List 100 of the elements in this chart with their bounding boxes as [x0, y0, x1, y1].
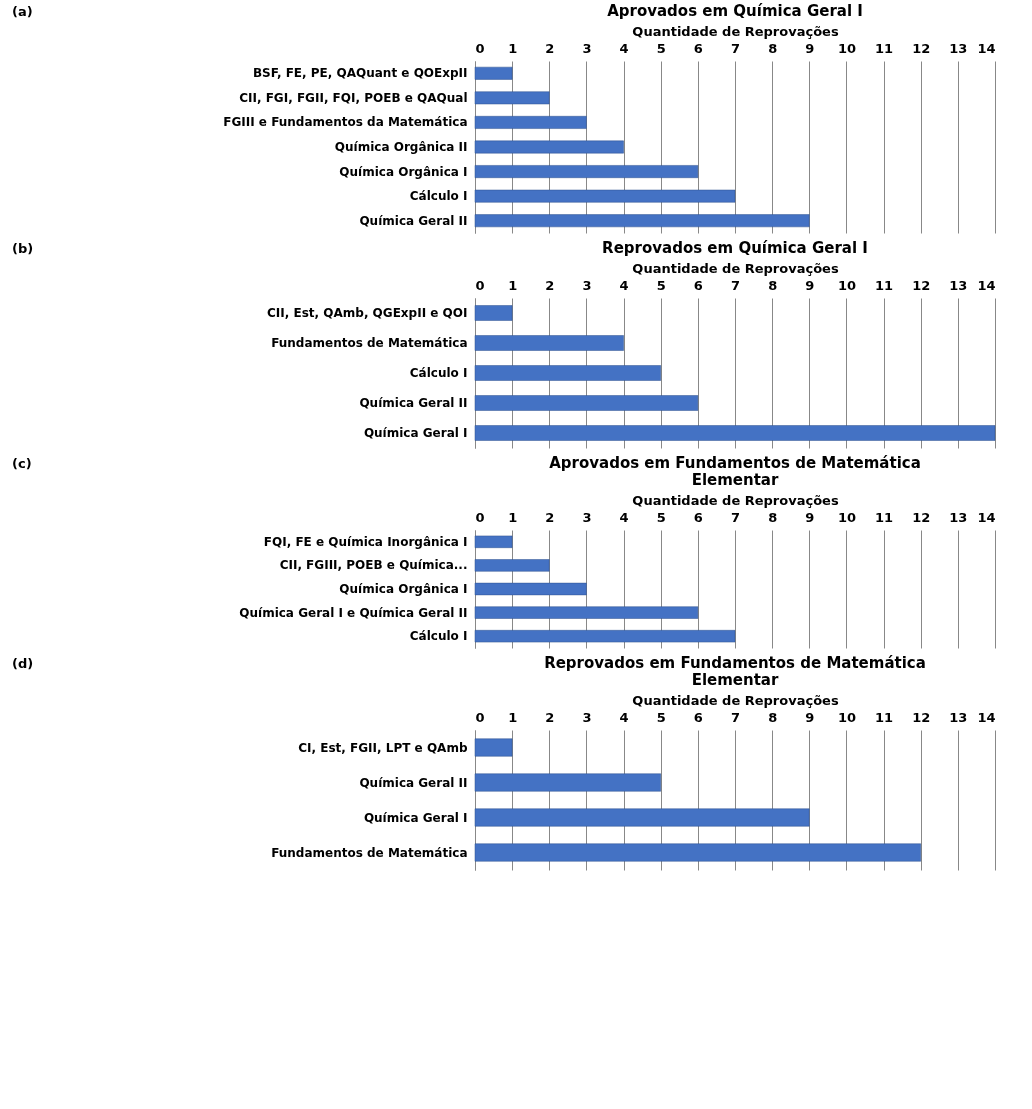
y-tick-label: Química Geral I: [363, 426, 468, 440]
y-tick-label: Cálculo I: [409, 366, 468, 380]
bar: [474, 606, 699, 619]
x-tick-label: 11: [875, 509, 894, 525]
x-tick-label: 5: [656, 40, 666, 56]
text: (d): [12, 656, 34, 671]
y-tick-label: Química Geral I: [363, 810, 468, 825]
x-tick-label: 8: [768, 509, 778, 525]
x-tick-label: 6: [693, 277, 703, 293]
bar: [474, 630, 736, 643]
x-tick-label: 12: [912, 277, 931, 293]
x-tick-label: 11: [875, 277, 894, 293]
x-tick-label: 13: [949, 40, 968, 56]
x-tick-label: 9: [805, 709, 815, 725]
y-tick-label: Cálculo I: [409, 629, 468, 644]
bar: [474, 214, 810, 228]
x-tick-label: 1: [508, 40, 518, 56]
y-tick-label: CII, FGIII, POEB e Química...: [279, 558, 468, 573]
x-tick-label: 3: [582, 40, 592, 56]
x-tick-label: 9: [805, 509, 815, 525]
bar: [474, 395, 699, 411]
x-tick-label: 3: [582, 509, 592, 525]
y-tick-label: Química Orgânica II: [334, 140, 468, 154]
y-tick-label: Química Orgânica I: [339, 582, 468, 596]
x-tick-label: 2: [545, 40, 555, 56]
x-tick-label: 1: [508, 277, 518, 293]
y-tick-label: FGIII e Fundamentos da Matemática: [223, 115, 468, 130]
x-tick-label: 3: [582, 277, 592, 293]
bar: [474, 425, 996, 441]
bar: [474, 66, 513, 80]
x-tick-label: 4: [619, 709, 629, 725]
x-tick-label: 10: [837, 709, 856, 725]
y-tick-label: Química Geral II: [359, 396, 468, 410]
x-tick-label: 11: [875, 40, 894, 56]
x-axis-title: Quantidade de Reprovações: [632, 692, 839, 708]
x-tick-label: 6: [693, 40, 703, 56]
x-axis-title: Quantidade de Reprovações: [632, 260, 839, 276]
x-tick-label: 8: [768, 277, 778, 293]
x-tick-label: 5: [656, 277, 666, 293]
y-tick-label: CII, Est, QAmb, QGExpII e QOI: [267, 306, 468, 320]
text: (a): [12, 4, 33, 19]
y-tick-label: CI, Est, FGII, LPT e QAmb: [298, 740, 468, 755]
x-tick-label: 4: [619, 40, 629, 56]
x-tick-label: 14: [977, 509, 996, 525]
x-tick-label: 11: [875, 709, 894, 725]
text: (c): [12, 456, 32, 471]
x-tick-label: 6: [693, 709, 703, 725]
x-tick-label: 2: [545, 709, 555, 725]
x-tick-label: 1: [508, 709, 518, 725]
bar: [474, 116, 587, 129]
bar: [474, 165, 699, 178]
x-tick-label: 2: [545, 509, 555, 525]
bar: [474, 91, 550, 105]
x-tick-label: 4: [619, 277, 629, 293]
x-tick-label: 0: [475, 277, 485, 293]
x-tick-label: 7: [730, 277, 741, 293]
x-tick-label: 3: [582, 709, 592, 725]
bar: [474, 189, 736, 203]
x-tick-label: 13: [949, 277, 968, 293]
chart-title: Reprovados em Química Geral I: [602, 239, 868, 257]
bar: [474, 808, 810, 827]
x-tick-label: 9: [805, 40, 815, 56]
y-tick-label: Química Geral I e Química Geral II: [239, 605, 468, 620]
x-tick-label: 5: [656, 709, 666, 725]
x-tick-label: 7: [730, 40, 741, 56]
bar: [474, 365, 661, 381]
x-tick-label: 9: [805, 277, 815, 293]
x-tick-label: 13: [949, 509, 968, 525]
x-tick-label: 5: [656, 509, 666, 525]
bar: [474, 535, 513, 548]
x-tick-label: 8: [768, 40, 778, 56]
x-tick-label: 0: [475, 40, 485, 56]
x-tick-label: 10: [837, 277, 856, 293]
bar: [474, 843, 921, 862]
x-tick-label: 7: [730, 509, 741, 525]
x-tick-label: 1: [508, 509, 518, 525]
x-tick-label: 0: [475, 509, 485, 525]
bar: [474, 140, 624, 154]
x-tick-label: 12: [912, 709, 931, 725]
y-tick-label: Fundamentos de Matemática: [271, 336, 468, 350]
x-tick-label: 7: [730, 709, 741, 725]
x-tick-label: 14: [977, 40, 996, 56]
y-tick-label: Química Orgânica I: [339, 164, 468, 179]
y-tick-label: Química Geral II: [359, 213, 468, 228]
text: (b): [12, 241, 34, 256]
chart-title: Aprovados em Química Geral I: [607, 2, 863, 20]
x-tick-label: 14: [977, 709, 996, 725]
x-tick-label: 4: [619, 509, 629, 525]
chart-title: Aprovados em Fundamentos de Matemática Elementar: [549, 454, 921, 489]
bar: [474, 738, 513, 757]
y-tick-label: FQI, FE e Química Inorgânica I: [263, 534, 468, 549]
x-tick-label: 10: [837, 509, 856, 525]
x-tick-label: 12: [912, 509, 931, 525]
x-tick-label: 6: [693, 509, 703, 525]
x-tick-label: 12: [912, 40, 931, 56]
x-tick-label: 10: [837, 40, 856, 56]
bar: [474, 559, 550, 572]
x-axis-title: Quantidade de Reprovações: [632, 492, 839, 508]
x-axis-title: Quantidade de Reprovações: [632, 23, 839, 39]
y-tick-label: Cálculo I: [409, 189, 468, 204]
